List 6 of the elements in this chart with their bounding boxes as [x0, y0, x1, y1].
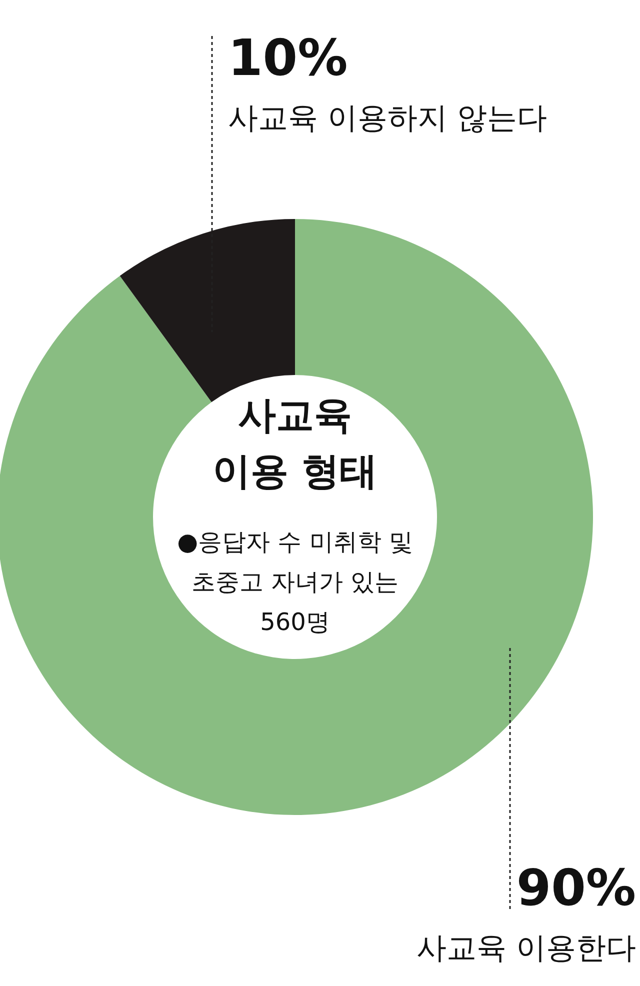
- slice-label: 사교육 이용하지 않는다: [228, 101, 548, 136]
- data-label: 90%: [516, 859, 636, 917]
- text: ●응답자 수 미취학 및 초중고 자녀가 있는 560명: [177, 528, 413, 636]
- slice-label: 사교육 이용한다: [416, 931, 636, 966]
- text: 사교육 이용 형태: [212, 393, 378, 493]
- data-label: 10%: [228, 29, 348, 87]
